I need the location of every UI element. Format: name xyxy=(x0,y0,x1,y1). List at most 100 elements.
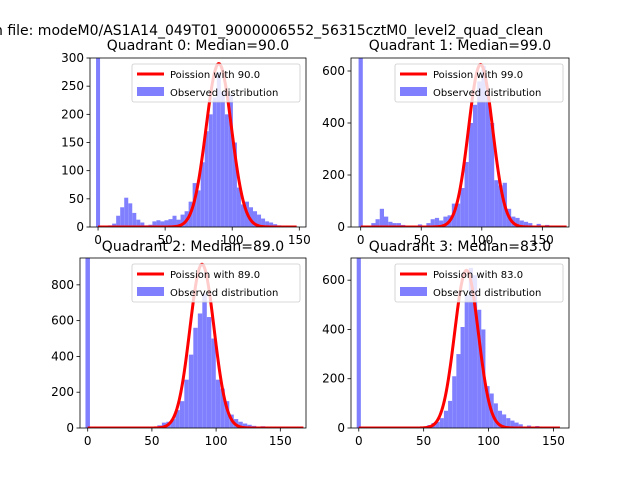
panel-quadrant-3: 0 50 100 150 0 200 400 600 Poission with 83.0 Obs… xyxy=(322,239,570,448)
histogram-bar xyxy=(240,204,245,227)
histogram-bar xyxy=(248,207,254,227)
legend: Poission with 99.0 Observed distribution xyxy=(394,63,564,103)
y-tick-label: 0 xyxy=(66,421,74,435)
histogram-bar xyxy=(112,223,117,227)
histogram-bar xyxy=(164,220,169,227)
x-tick-label: 0 xyxy=(94,233,102,247)
legend: Poission with 89.0 Observed distribution xyxy=(131,263,301,303)
legend: Poission with 90.0 Observed distribution xyxy=(131,63,301,103)
histogram-bar xyxy=(172,215,177,227)
histogram-bar xyxy=(269,222,274,227)
histogram-bar xyxy=(261,218,266,227)
histogram-bar xyxy=(443,216,448,227)
histogram-bar xyxy=(518,424,523,428)
legend-label-poisson: Poission with 83.0 xyxy=(433,270,523,281)
legend-label-observed: Observed distribution xyxy=(170,88,278,99)
legend-label-observed: Observed distribution xyxy=(170,288,278,299)
histogram-bar xyxy=(489,123,495,227)
histogram-bar xyxy=(384,216,389,227)
histogram-bar xyxy=(257,214,262,227)
histogram-bar xyxy=(493,403,498,428)
histogram-bar xyxy=(236,187,241,227)
histogram-bar xyxy=(220,388,225,428)
histogram-bar xyxy=(443,410,449,428)
histogram-bar xyxy=(452,376,457,428)
panel-quadrant-1: 0 50 100 150 0 200 400 600 Poission with 99.0 Obs… xyxy=(322,38,570,247)
axes-frame xyxy=(350,57,570,228)
histogram-bar xyxy=(506,418,511,428)
y-tick-label: 400 xyxy=(51,349,74,363)
histogram-bar xyxy=(519,220,524,227)
histogram-bar xyxy=(96,58,101,227)
histogram-bar xyxy=(170,419,176,428)
histogram-bar xyxy=(120,207,125,227)
y-tick-label: 600 xyxy=(322,273,345,287)
histogram-bar xyxy=(196,190,201,227)
histogram-bar xyxy=(188,354,194,428)
histogram-bar xyxy=(396,223,401,227)
histogram-bar xyxy=(211,338,216,428)
histogram-bar xyxy=(460,188,465,227)
y-tick-label: 200 xyxy=(61,107,84,121)
histogram-bar xyxy=(160,221,165,227)
histogram-bar xyxy=(468,123,474,227)
y-tick-label: 100 xyxy=(61,164,84,178)
axes-frame xyxy=(79,257,307,429)
histogram-bar xyxy=(156,220,161,227)
y-tick-label: 400 xyxy=(322,322,345,336)
histogram-bar xyxy=(175,410,180,428)
histogram-bar xyxy=(193,327,198,428)
histogram-bar xyxy=(497,410,503,428)
histogram-bar xyxy=(485,94,490,227)
histogram-bar xyxy=(202,293,207,428)
histogram-bar xyxy=(128,203,133,227)
histogram-bar xyxy=(481,65,486,227)
histogram-bar xyxy=(215,379,221,428)
histogram-bar xyxy=(132,212,137,227)
histogram-bar xyxy=(152,221,157,227)
histogram-bar xyxy=(498,185,503,227)
histogram-bar xyxy=(515,217,520,227)
y-tick-label: 0 xyxy=(76,220,84,234)
x-tick-label: 0 xyxy=(84,434,92,448)
histogram-bar xyxy=(510,420,515,428)
histogram-bar xyxy=(375,219,380,227)
histogram-bar xyxy=(168,219,173,227)
histogram-bar xyxy=(136,219,141,227)
histogram-bar xyxy=(392,223,397,227)
x-tick-label: 150 xyxy=(542,434,565,448)
axes-frame xyxy=(350,257,570,429)
panel-title: Quadrant 2: Median=89.0 xyxy=(102,239,284,255)
histogram-bar xyxy=(434,217,440,227)
x-tick-label: 50 xyxy=(414,233,429,247)
legend-bar-swatch xyxy=(137,287,164,296)
histogram-bar xyxy=(247,424,252,428)
x-tick-label: 150 xyxy=(531,233,554,247)
legend-label-poisson: Poission with 99.0 xyxy=(433,70,523,81)
histogram-bar xyxy=(242,423,248,428)
histogram-bar xyxy=(439,220,444,227)
y-tick-label: 200 xyxy=(51,385,74,399)
histogram-bar xyxy=(528,223,533,227)
legend-label-poisson: Poission with 89.0 xyxy=(170,270,260,281)
panel-title: Quadrant 1: Median=99.0 xyxy=(369,38,551,54)
histogram-bar xyxy=(477,81,482,227)
x-tick-label: 100 xyxy=(205,434,228,448)
histogram-bar xyxy=(265,221,270,227)
histogram-bar xyxy=(85,258,90,428)
histogram-bar xyxy=(212,97,217,227)
histogram-bar xyxy=(238,421,243,428)
legend-label-observed: Observed distribution xyxy=(433,288,541,299)
histogram-bar xyxy=(456,354,461,428)
x-tick-label: 50 xyxy=(144,434,159,448)
y-tick-label: 600 xyxy=(322,64,345,78)
histogram-bar xyxy=(184,379,189,428)
histogram-bar xyxy=(536,223,541,227)
histogram-bar xyxy=(224,401,230,428)
histogram-bar xyxy=(180,214,185,227)
x-tick-label: 100 xyxy=(477,434,500,448)
figure-suptitle: n file: modeM0/AS1A14_049T01_9000006552_… xyxy=(0,23,543,39)
histogram-bar xyxy=(514,422,519,428)
histogram-bar xyxy=(460,326,465,428)
histogram-bar xyxy=(464,294,469,428)
